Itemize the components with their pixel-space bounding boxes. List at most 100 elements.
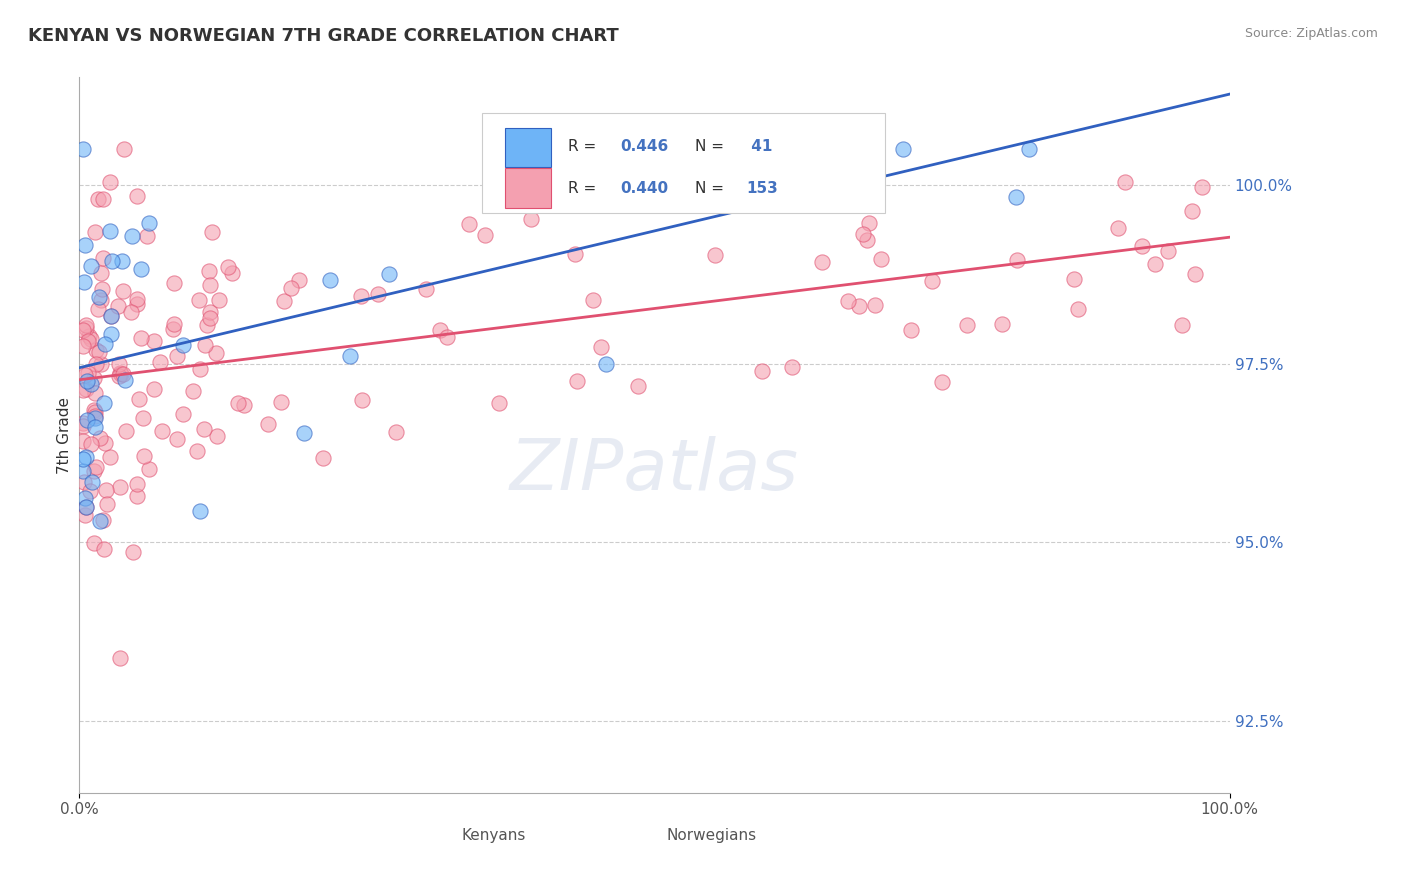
Point (457, 218, 479, 232)
Point (693, 142, 716, 156)
Point (474, 228, 496, 243)
Point (188, 504, 211, 518)
Point (125, 188, 148, 202)
Text: 0.446: 0.446 (620, 139, 668, 154)
Point (87, 290, 110, 304)
Point (142, 382, 165, 396)
Point (91, 252, 114, 266)
Point (870, 252, 893, 266)
Text: 41: 41 (747, 139, 773, 154)
Point (1063, 271, 1085, 285)
Point (100, 309, 122, 323)
Point (217, 260, 239, 274)
Point (900, 323, 922, 337)
Point (73, 238, 96, 252)
Point (129, 330, 152, 344)
Point (83, 536, 105, 550)
Point (75, 383, 97, 397)
Point (75, 500, 97, 515)
Point (128, 392, 150, 407)
Point (1018, 142, 1040, 156)
Point (197, 318, 219, 332)
Point (150, 424, 173, 438)
Point (1181, 204, 1204, 219)
Point (138, 462, 160, 476)
Point (83, 371, 105, 385)
Text: Source: ZipAtlas.com: Source: ZipAtlas.com (1244, 27, 1378, 40)
Point (198, 305, 221, 319)
Point (73, 275, 96, 289)
Point (1005, 253, 1028, 268)
Text: KENYAN VS NORWEGIAN 7TH GRADE CORRELATION CHART: KENYAN VS NORWEGIAN 7TH GRADE CORRELATIO… (28, 27, 619, 45)
Point (848, 299, 870, 313)
Point (138, 215, 160, 229)
Point (172, 337, 194, 351)
Point (73, 491, 96, 505)
Point (76, 366, 98, 380)
Point (488, 396, 510, 410)
Point (856, 233, 879, 247)
FancyBboxPatch shape (482, 113, 884, 213)
Point (166, 349, 188, 363)
Point (205, 346, 228, 360)
Point (73, 475, 96, 490)
Point (84, 405, 107, 419)
Point (72, 464, 94, 478)
Bar (505, 128, 551, 167)
Point (257, 417, 280, 432)
Point (80, 475, 103, 490)
Point (83, 225, 105, 239)
Point (172, 407, 194, 421)
Bar (648, 819, 695, 847)
Point (100, 327, 122, 342)
Point (75, 450, 97, 464)
Point (226, 396, 249, 410)
Point (163, 276, 186, 290)
Point (837, 293, 859, 308)
Point (98, 450, 121, 464)
Point (339, 349, 361, 363)
Point (292, 425, 315, 440)
Point (76, 318, 98, 333)
Point (90, 357, 112, 371)
Point (135, 229, 157, 244)
Text: R =: R = (568, 181, 602, 195)
Point (83, 420, 105, 434)
Point (72, 419, 94, 434)
Point (112, 284, 135, 298)
Point (429, 323, 451, 337)
Point (80, 332, 103, 346)
Point (87, 344, 110, 359)
Point (198, 311, 221, 326)
Point (921, 274, 943, 288)
Point (1130, 239, 1153, 253)
Point (127, 297, 149, 311)
Text: N =: N = (695, 181, 728, 195)
Point (91, 513, 114, 527)
Point (385, 425, 408, 439)
Point (98, 224, 121, 238)
Point (80, 259, 103, 273)
Point (80, 437, 103, 451)
Point (780, 359, 803, 374)
Bar (430, 819, 477, 847)
Point (1157, 244, 1180, 258)
Text: ZIPatlas: ZIPatlas (510, 436, 799, 505)
Point (863, 298, 886, 312)
Point (990, 317, 1012, 331)
Point (72, 323, 94, 337)
Point (751, 364, 773, 378)
Point (1144, 257, 1167, 271)
Point (87, 302, 110, 317)
Point (208, 293, 231, 307)
Point (83, 403, 105, 417)
Point (89, 431, 111, 445)
Point (100, 309, 122, 323)
Point (96, 497, 118, 511)
Point (108, 357, 131, 371)
Point (811, 255, 834, 269)
Point (90, 282, 112, 296)
Point (1066, 302, 1088, 317)
Point (94, 337, 117, 351)
Point (93, 542, 115, 557)
